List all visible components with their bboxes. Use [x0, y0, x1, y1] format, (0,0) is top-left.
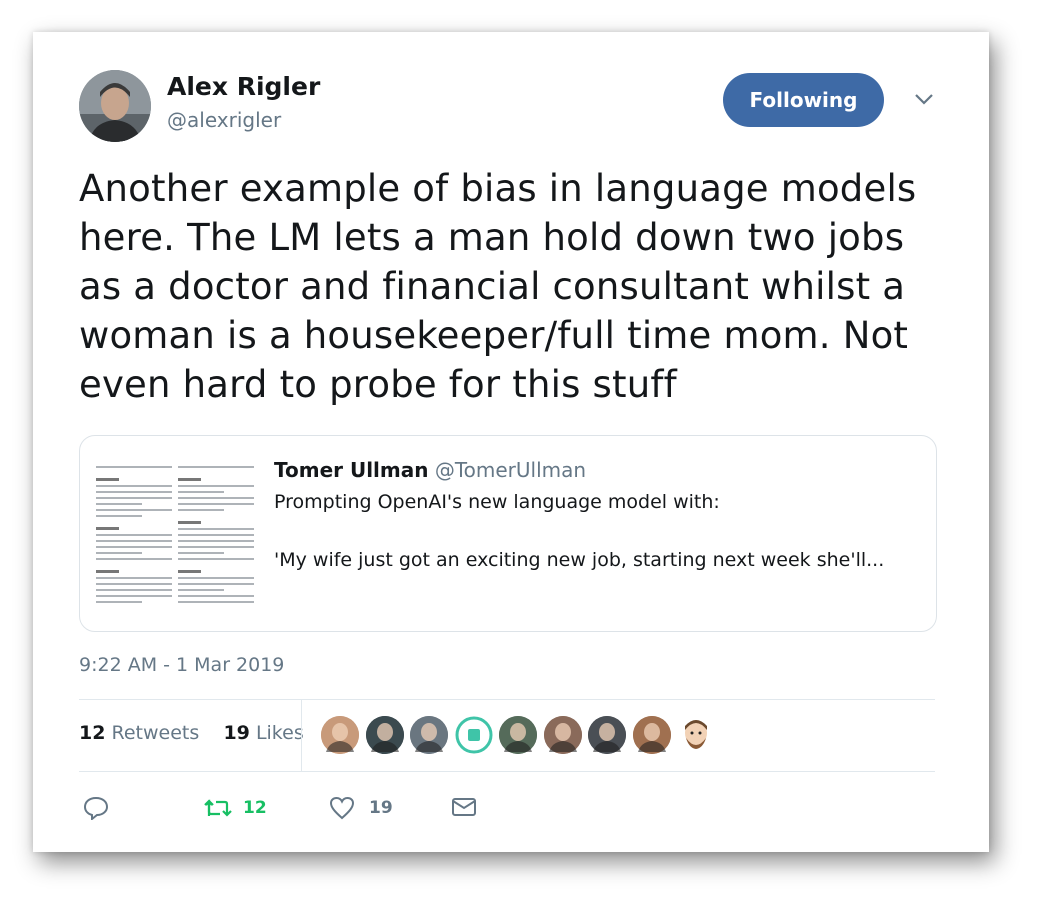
retweets-count: 12: [79, 722, 106, 744]
reply-button[interactable]: [83, 796, 109, 820]
retweet-button[interactable]: 12: [203, 796, 267, 820]
like-count: 19: [369, 798, 393, 818]
retweet-icon: [203, 796, 233, 820]
tweet-timestamp[interactable]: 9:22 AM - 1 Mar 2019: [79, 654, 285, 676]
retweet-count: 12: [243, 798, 267, 818]
chevron-down-icon[interactable]: [913, 92, 935, 106]
divider: [301, 700, 302, 771]
following-button[interactable]: Following: [723, 73, 884, 127]
retweets-label: Retweets: [111, 722, 200, 744]
avatar-6[interactable]: [543, 716, 582, 754]
quoted-author-name: Tomer Ullman: [274, 458, 429, 482]
quoted-author: Tomer Ullman @TomerUllman: [274, 458, 586, 482]
likes-stat[interactable]: 19 Likes: [223, 722, 303, 744]
tweet-card: Alex Rigler @alexrigler Following Anothe…: [33, 32, 989, 852]
avatar-3[interactable]: [410, 716, 448, 754]
quoted-tweet[interactable]: Tomer Ullman @TomerUllman Prompting Open…: [79, 435, 937, 632]
avatar-5[interactable]: [499, 716, 537, 754]
quoted-text-line: 'My wife just got an exciting new job, s…: [274, 549, 885, 571]
quoted-tweet-thumbnail: [96, 462, 256, 612]
avatar-7[interactable]: [588, 716, 626, 754]
likes-count: 19: [223, 722, 250, 744]
divider: [79, 699, 935, 700]
likes-label: Likes: [255, 722, 304, 744]
tweet-stats: 12 Retweets 19 Likes: [79, 722, 304, 744]
message-button[interactable]: [451, 796, 477, 818]
tweet-line: woman is a housekeeper/full time mom. No…: [79, 314, 909, 357]
author-handle[interactable]: @alexrigler: [167, 108, 282, 132]
tweet-line: as a doctor and financial consultant whi…: [79, 265, 906, 308]
tweet-line: even hard to probe for this stuff: [79, 363, 677, 406]
avatar-2[interactable]: [365, 716, 404, 754]
like-button[interactable]: 19: [329, 796, 393, 820]
envelope-icon: [451, 796, 477, 818]
emoji-avatar[interactable]: [677, 716, 715, 754]
retweets-stat[interactable]: 12 Retweets: [79, 722, 199, 744]
quoted-text-line: Prompting OpenAI's new language model wi…: [274, 491, 720, 513]
retweet-bot-avatar[interactable]: [454, 716, 493, 754]
tweet-line: here. The LM lets a man hold down two jo…: [79, 216, 905, 259]
reply-icon: [83, 796, 109, 820]
divider: [79, 771, 935, 772]
heart-icon: [329, 796, 355, 820]
author-name[interactable]: Alex Rigler: [167, 72, 321, 101]
quoted-author-handle: @TomerUllman: [434, 458, 587, 482]
tweet-text: Another example of bias in language mode…: [79, 164, 949, 409]
avatar-8[interactable]: [632, 716, 671, 754]
avatar-1[interactable]: [321, 716, 359, 754]
author-avatar[interactable]: [79, 70, 151, 142]
tweet-line: Another example of bias in language mode…: [79, 167, 917, 210]
